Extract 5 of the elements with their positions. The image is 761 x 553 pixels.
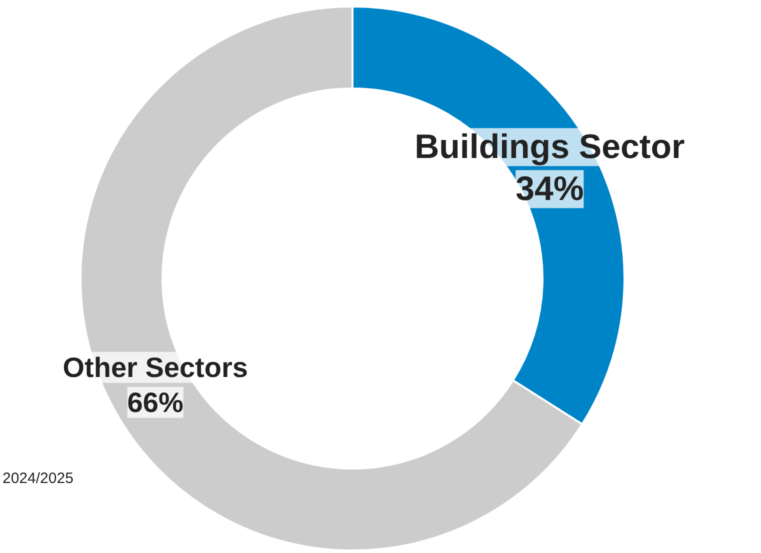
slice-label: Buildings Sector xyxy=(414,128,685,166)
data-label: 66% xyxy=(127,386,184,418)
text: 2024/2025 xyxy=(2,470,74,487)
slice-label: Other Sectors xyxy=(62,352,248,383)
data-label: 34% xyxy=(516,170,584,208)
